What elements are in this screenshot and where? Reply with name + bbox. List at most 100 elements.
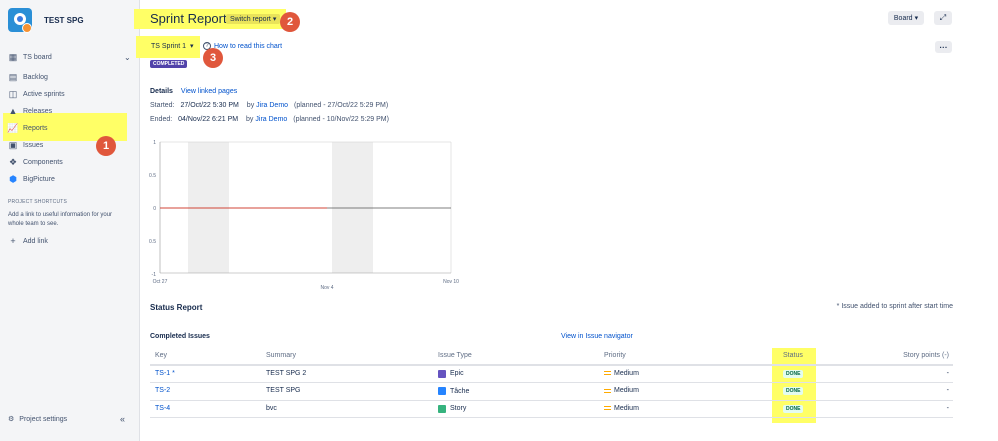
started-planned: (planned - 27/Oct/22 5:29 PM) bbox=[294, 102, 389, 109]
add-link-label: Add link bbox=[23, 237, 48, 245]
status-badge: DONE bbox=[783, 404, 804, 413]
issue-key-link[interactable]: TS-2 bbox=[155, 387, 171, 394]
issue-priority: Medium bbox=[614, 387, 639, 394]
sprint-details: Details View linked pages Started: 27/Oc… bbox=[150, 85, 389, 127]
status-badge: DONE bbox=[783, 369, 804, 378]
how-to-read-label: How to read this chart bbox=[214, 42, 283, 50]
column-header-summary[interactable]: Summary bbox=[266, 352, 296, 359]
sprint-highlight bbox=[136, 36, 200, 58]
chevron-down-icon: ⌄ bbox=[124, 52, 131, 62]
sidebar-item-reports[interactable]: 📈 Reports bbox=[7, 123, 48, 133]
table-row: TS-4 bvc Story Medium DONE - bbox=[150, 401, 953, 418]
story-points: - bbox=[946, 387, 949, 394]
column-header-priority[interactable]: Priority bbox=[604, 352, 626, 359]
issue-key-link[interactable]: TS-1 * bbox=[155, 369, 175, 377]
issue-summary: bvc bbox=[266, 404, 277, 412]
ended-by: by bbox=[246, 116, 254, 123]
shortcuts-text: Add a link to useful information for you… bbox=[8, 212, 113, 227]
project-avatar-icon bbox=[8, 8, 32, 32]
sidebar-item-label: Reports bbox=[23, 124, 48, 132]
issue-type: Epic bbox=[450, 370, 464, 377]
main-content: Sprint Report Switch report ▾ 2 Board ▾ … bbox=[134, 0, 998, 441]
sidebar-board-selector[interactable]: ▦ TS board ⌄ bbox=[8, 51, 131, 62]
issue-priority: Medium bbox=[614, 369, 639, 377]
non-working-day-band bbox=[332, 142, 373, 273]
issue-priority: Medium bbox=[614, 404, 639, 412]
issue-key-link[interactable]: TS-4 bbox=[155, 404, 171, 412]
y-tick-label: -1 bbox=[152, 272, 157, 278]
sidebar-item-bigpicture[interactable]: ⬢ BigPicture bbox=[8, 174, 55, 184]
priority-medium-icon bbox=[604, 388, 611, 393]
column-header-story-points[interactable]: Story points (-) bbox=[903, 352, 949, 359]
started-value: 27/Oct/22 5:30 PM bbox=[180, 102, 239, 109]
project-settings-label: Project settings bbox=[19, 415, 68, 423]
gear-icon: ⚙ bbox=[8, 416, 15, 423]
board-icon: ▦ bbox=[8, 51, 18, 62]
add-link-button[interactable]: + Add link bbox=[8, 236, 48, 246]
ended-user-link[interactable]: Jira Demo bbox=[255, 116, 288, 123]
board-button[interactable]: Board ▾ bbox=[888, 11, 924, 25]
ended-planned: (planned - 10/Nov/22 5:29 PM) bbox=[293, 116, 389, 123]
sprint-selector[interactable]: TS Sprint 1 ▾ bbox=[151, 42, 193, 50]
issue-summary: TEST SPG 2 bbox=[266, 369, 307, 377]
annotation-badge-1: 1 bbox=[96, 136, 116, 156]
switch-report-button[interactable]: Switch report ▾ bbox=[226, 14, 281, 24]
project-settings-link[interactable]: ⚙ Project settings bbox=[8, 415, 68, 424]
issues-icon: ▣ bbox=[8, 139, 18, 150]
epic-icon bbox=[438, 369, 446, 378]
annotation-badge-2: 2 bbox=[280, 12, 300, 32]
column-header-status[interactable]: Status bbox=[783, 352, 803, 359]
sidebar-item-backlog[interactable]: ▤ Backlog bbox=[8, 72, 48, 82]
table-header: Key Summary Issue Type Priority Status S… bbox=[150, 348, 953, 366]
status-badge: DONE bbox=[783, 387, 804, 395]
sidebar-item-active-sprints[interactable]: ◫ Active sprints bbox=[8, 89, 65, 99]
started-row: Started: 27/Oct/22 5:30 PM by Jira Demo … bbox=[150, 99, 389, 113]
collapse-sidebar-icon[interactable]: « bbox=[120, 414, 126, 424]
chevron-down-icon: ▾ bbox=[272, 16, 277, 23]
x-tick-label: Nov 10 bbox=[443, 279, 459, 285]
issue-type: Tâche bbox=[450, 387, 470, 395]
table-row: TS-1 * TEST SPG 2 Epic Medium DONE - bbox=[150, 366, 953, 383]
priority-medium-icon bbox=[604, 371, 611, 375]
sprint-selector-label: TS Sprint 1 bbox=[151, 43, 187, 50]
view-linked-pages-link[interactable]: View linked pages bbox=[180, 88, 238, 95]
y-tick-label: 0.5 bbox=[149, 239, 156, 245]
ended-label: Ended: bbox=[150, 116, 173, 123]
project-header[interactable]: TEST SPG bbox=[8, 8, 84, 33]
view-in-issue-navigator-link[interactable]: View in Issue navigator bbox=[561, 333, 633, 340]
started-user-link[interactable]: Jira Demo bbox=[256, 102, 289, 109]
sidebar-item-releases[interactable]: ▲ Releases bbox=[8, 106, 53, 116]
sidebar-item-label: Components bbox=[23, 158, 63, 166]
more-actions-button[interactable]: ··· bbox=[935, 41, 952, 53]
completed-issues-table: Key Summary Issue Type Priority Status S… bbox=[150, 348, 953, 418]
expand-button[interactable]: ⤢ bbox=[934, 11, 952, 25]
sidebar-item-components[interactable]: ❖ Components bbox=[8, 157, 63, 167]
column-header-key[interactable]: Key bbox=[155, 352, 168, 359]
started-by: by bbox=[246, 102, 255, 109]
story-icon bbox=[438, 404, 446, 413]
page-title: Sprint Report bbox=[150, 11, 227, 26]
more-icon: ··· bbox=[939, 42, 948, 52]
y-tick-label: 0.5 bbox=[149, 173, 156, 179]
annotation-badge-3: 3 bbox=[203, 48, 223, 68]
burndown-chart: 1 0.5 0 0.5 -1 Oct 27 Nov 4 Nov 10 bbox=[149, 140, 459, 291]
details-label: Details bbox=[150, 88, 173, 95]
chevron-down-icon: ▾ bbox=[189, 43, 194, 50]
column-header-issue-type[interactable]: Issue Type bbox=[438, 352, 472, 359]
shortcuts-title: PROJECT SHORTCUTS bbox=[8, 199, 68, 205]
x-tick-label: Nov 4 bbox=[320, 285, 333, 291]
ended-value: 04/Nov/22 6:21 PM bbox=[178, 116, 239, 123]
sidebar-item-label: Backlog bbox=[23, 73, 48, 81]
x-tick-label: Oct 27 bbox=[153, 279, 168, 285]
active-sprints-icon: ◫ bbox=[8, 88, 18, 99]
task-icon bbox=[438, 387, 446, 395]
status-report-title: Status Report bbox=[150, 303, 203, 312]
sidebar-item-issues[interactable]: ▣ Issues bbox=[8, 139, 44, 150]
sidebar-item-label: Active sprints bbox=[23, 90, 65, 98]
status-badge: COMPLETED bbox=[150, 60, 188, 68]
status-report-note: * Issue added to sprint after start time bbox=[836, 303, 953, 310]
expand-icon: ⤢ bbox=[939, 13, 947, 22]
completed-issues-title: Completed Issues bbox=[150, 333, 210, 340]
project-name: TEST SPG bbox=[44, 15, 84, 25]
table-row: TS-2 TEST SPG Tâche Medium DONE - bbox=[150, 383, 953, 401]
